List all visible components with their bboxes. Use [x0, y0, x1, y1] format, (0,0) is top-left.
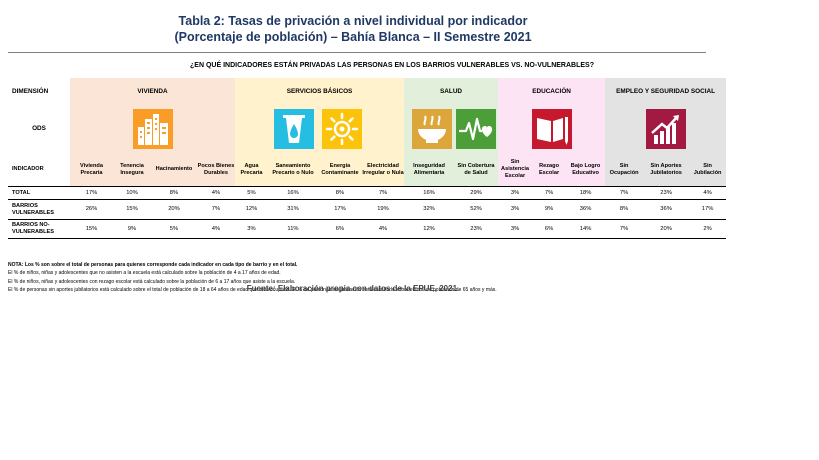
- growth-chart-icon: [645, 108, 686, 149]
- indicator-header: Saneamiento Precario o Nulo: [268, 153, 318, 187]
- value-cell: 26%: [70, 199, 113, 220]
- dimension-row: DIMENSIÓN VIVIENDA SERVICIOS BÁSICOS SAL…: [8, 78, 727, 104]
- table-row-no-vulnerables: BARRIOS NO-VULNERABLES 15% 9% 5% 4% 3% 1…: [8, 219, 727, 239]
- value-cell: 3%: [498, 186, 533, 200]
- value-cell: 16%: [404, 186, 455, 200]
- value-cell: 18%: [566, 186, 606, 200]
- water-drop-icon: [274, 108, 314, 149]
- value-cell: 2%: [689, 219, 727, 239]
- title-divider: [8, 52, 706, 53]
- indicator-header: Electricidad Irregular o Nula: [362, 153, 405, 187]
- value-cell: 3%: [498, 199, 533, 220]
- table-question: ¿EN QUÉ INDICADORES ESTÁN PRIVADAS LAS P…: [190, 62, 594, 69]
- value-cell: 15%: [70, 219, 113, 239]
- value-cell: 36%: [643, 199, 690, 220]
- sun-icon: [322, 108, 362, 149]
- value-cell: 19%: [362, 199, 405, 220]
- value-cell: 16%: [268, 186, 318, 200]
- row-label-no-vulnerables: BARRIOS NO-VULNERABLES: [8, 219, 70, 239]
- value-cell: 4%: [689, 186, 727, 200]
- ods-label: ODS: [8, 104, 70, 153]
- dimension-vivienda: VIVIENDA: [70, 78, 235, 104]
- value-cell: 7%: [605, 186, 644, 200]
- value-cell: 10%: [113, 186, 151, 200]
- ods-row: ODS: [8, 104, 727, 153]
- value-cell: 23%: [454, 219, 499, 239]
- dimension-servicios-basicos: SERVICIOS BÁSICOS: [235, 78, 405, 104]
- value-cell: 6%: [318, 219, 362, 239]
- indicator-header: Pocos Bienes Durables: [197, 153, 235, 187]
- row-label-total: TOTAL: [8, 186, 70, 200]
- value-cell: 20%: [151, 199, 197, 220]
- value-cell: 52%: [454, 199, 499, 220]
- indicator-header: Energía Contaminante: [318, 153, 362, 187]
- indicator-header: Rezago Escolar: [532, 153, 567, 187]
- value-cell: 8%: [318, 186, 362, 200]
- indicator-row: INDICADOR Vivienda Precaria Tenencia Ins…: [8, 153, 727, 187]
- indicator-header: Bajo Logro Educativo: [566, 153, 606, 187]
- value-cell: 5%: [151, 219, 197, 239]
- value-cell: 23%: [643, 186, 690, 200]
- indicator-header: Sin Aportes Jubilatorios: [643, 153, 690, 187]
- indicator-header: Vivienda Precaria: [70, 153, 113, 187]
- value-cell: 3%: [498, 219, 533, 239]
- value-cell: 12%: [235, 199, 268, 220]
- value-cell: 11%: [268, 219, 318, 239]
- value-cell: 31%: [268, 199, 318, 220]
- table-title-line-2: (Porcentaje de población) – Bahía Blanca…: [174, 30, 532, 44]
- value-cell: 17%: [689, 199, 727, 220]
- table-row-total: TOTAL 17% 10% 8% 4% 5% 16% 8% 7% 16% 29%…: [8, 186, 727, 200]
- indicator-header: Sin Ocupación: [605, 153, 644, 187]
- dimension-label: DIMENSIÓN: [8, 78, 70, 104]
- table-notes: NOTA: Los % son sobre el total de person…: [8, 261, 708, 294]
- indicator-label: INDICADOR: [8, 153, 70, 187]
- value-cell: 17%: [318, 199, 362, 220]
- indicator-header: Tenencia Insegura: [113, 153, 151, 187]
- indicator-header: Agua Precaria: [235, 153, 268, 187]
- value-cell: 15%: [113, 199, 151, 220]
- indicator-header: Inseguridad Alimentaria: [404, 153, 455, 187]
- value-cell: 36%: [566, 199, 606, 220]
- food-bowl-icon: [412, 108, 453, 149]
- book-icon: [531, 108, 572, 149]
- value-cell: 14%: [566, 219, 606, 239]
- value-cell: 3%: [235, 219, 268, 239]
- table-title-line-1: Tabla 2: Tasas de privación a nivel indi…: [178, 14, 528, 28]
- deprivation-table: DIMENSIÓN VIVIENDA SERVICIOS BÁSICOS SAL…: [8, 78, 727, 239]
- value-cell: 5%: [235, 186, 268, 200]
- value-cell: 12%: [404, 219, 455, 239]
- value-cell: 4%: [197, 219, 235, 239]
- heartbeat-icon: [456, 108, 497, 149]
- value-cell: 6%: [532, 219, 567, 239]
- value-cell: 7%: [532, 186, 567, 200]
- row-label-vulnerables: BARRIOS VULNERABLES: [8, 199, 70, 220]
- value-cell: 8%: [605, 199, 644, 220]
- note-line: NOTA: Los % son sobre el total de person…: [8, 262, 298, 268]
- value-cell: 7%: [362, 186, 405, 200]
- value-cell: 9%: [113, 219, 151, 239]
- dimension-empleo: EMPLEO Y SEGURIDAD SOCIAL: [605, 78, 727, 104]
- value-cell: 4%: [362, 219, 405, 239]
- note-line: El % de niños, niñas y adolescentes que …: [8, 270, 281, 277]
- value-cell: 8%: [151, 186, 197, 200]
- value-cell: 29%: [454, 186, 499, 200]
- note-line: El % de personas sin aportes jubilatorio…: [8, 286, 497, 293]
- value-cell: 7%: [605, 219, 644, 239]
- table-row-vulnerables: BARRIOS VULNERABLES 26% 15% 20% 7% 12% 3…: [8, 199, 727, 220]
- source-caption: Fuente: Elaboración propia con datos de …: [246, 284, 460, 293]
- value-cell: 17%: [70, 186, 113, 200]
- dimension-salud: SALUD: [404, 78, 499, 104]
- value-cell: 9%: [532, 199, 567, 220]
- indicator-header: Sin Jubilación: [689, 153, 727, 187]
- dimension-educacion: EDUCACIÓN: [498, 78, 606, 104]
- indicator-header: Sin Cobertura de Salud: [454, 153, 499, 187]
- value-cell: 4%: [197, 186, 235, 200]
- note-line: El % de niños, niñas y adolescentes con …: [8, 278, 296, 285]
- city-buildings-icon: [132, 108, 173, 149]
- indicator-header: Hacinamiento: [151, 153, 197, 187]
- value-cell: 32%: [404, 199, 455, 220]
- value-cell: 20%: [643, 219, 690, 239]
- value-cell: 7%: [197, 199, 235, 220]
- indicator-header: Sin Asistencia Escolar: [498, 153, 533, 187]
